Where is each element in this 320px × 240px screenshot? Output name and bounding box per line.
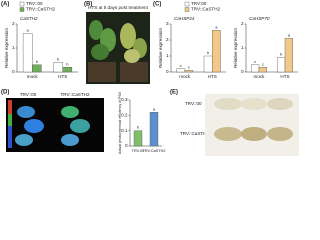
significance-letter: a [153, 106, 156, 111]
bar [212, 30, 221, 73]
chart-title: CaHSP70 [249, 16, 270, 21]
x-tick-label: TRV:00 [132, 149, 145, 153]
y-axis-label: Relative expression [233, 28, 238, 69]
chart-title: CaSTH2 [20, 16, 38, 21]
significance-letter: b [137, 125, 140, 130]
bar [176, 68, 185, 73]
y-tick-label: 0.1 [121, 128, 128, 133]
significance-letter: b [36, 59, 39, 64]
panel-label: (D) [1, 90, 9, 96]
y-tick-label: 0 [241, 69, 244, 74]
bar [32, 64, 42, 73]
panel-label: (B) [84, 2, 92, 8]
x-tick-label: mock [254, 74, 266, 79]
bar [284, 38, 294, 73]
legend-swatch [184, 7, 190, 12]
y-axis-label: Actual photochemical efficiency of PSII [118, 92, 122, 154]
bar [62, 66, 73, 73]
legend-label: TRV::00 [26, 1, 43, 6]
photo-label: TRV::00 [185, 101, 202, 106]
legend-label: TRV::CaSTH2 [191, 7, 221, 12]
bar [53, 62, 63, 73]
significance-letter: c [254, 59, 256, 64]
legend-swatch [184, 1, 190, 7]
photo-label: TRV::CaSTH2 [180, 131, 210, 136]
photo [86, 12, 150, 84]
y-tick-label: 2 [241, 21, 244, 26]
legend-label: TRV::CaSTH2 [26, 7, 56, 12]
bar [203, 55, 213, 73]
significance-letter: c [262, 61, 264, 66]
legend-swatch [19, 1, 25, 7]
bar [277, 57, 286, 73]
y-tick-label: 0.2 [121, 113, 128, 118]
y-tick-label: 2 [166, 37, 169, 42]
y-tick-label: 1 [12, 45, 15, 50]
y-axis-label: Relative expression [158, 28, 163, 69]
bar [184, 70, 194, 73]
x-tick-label: HTS [58, 74, 67, 79]
y-tick-label: 1 [166, 53, 169, 58]
legend-swatch [19, 7, 25, 12]
significance-letter: c [188, 64, 190, 69]
y-tick-label: 0 [166, 69, 169, 74]
panel-label: (C) [153, 2, 161, 8]
y-tick-label: 2 [12, 21, 15, 26]
photo-label: TRV::00 [20, 92, 37, 97]
x-tick-label: TRV:CaSTH2 [143, 149, 166, 153]
chart-title: CaHSP24 [174, 16, 195, 21]
bar [258, 66, 268, 73]
y-tick-label: 0.3 [121, 97, 128, 102]
bar [149, 112, 159, 147]
figure: (A) (B) (C) (D) (E) HTS at 5 days post t… [1, 1, 299, 156]
photo [6, 98, 104, 152]
y-tick-label: 3 [166, 21, 169, 26]
y-tick-label: 0 [125, 143, 128, 148]
significance-letter: a [288, 32, 291, 37]
bar [250, 64, 260, 73]
panel-label: (A) [1, 2, 9, 8]
significance-letter: a [215, 24, 218, 29]
y-tick-label: 0 [12, 69, 15, 74]
x-tick-label: mock [27, 74, 39, 79]
legend-label: TRV:00 [191, 1, 207, 6]
significance-letter: a [27, 28, 30, 33]
y-axis-label: Relative expression [4, 28, 9, 69]
photo-label: TRV::CaSTH2 [60, 92, 90, 97]
significance-letter: b [280, 52, 283, 57]
panel-label: (E) [170, 90, 178, 96]
significance-letter: b [66, 61, 69, 66]
significance-letter: c [180, 63, 182, 68]
x-tick-label: mock [179, 74, 191, 79]
significance-letter: b [207, 50, 210, 55]
photo-caption: HTS at 5 days post treatment [88, 5, 148, 10]
x-tick-label: HTS [208, 74, 217, 79]
bar [133, 130, 143, 147]
bar [22, 33, 33, 73]
photo [205, 94, 299, 156]
x-tick-label: HTS [280, 74, 289, 79]
significance-letter: b [57, 56, 60, 61]
y-tick-label: 1 [241, 45, 244, 50]
